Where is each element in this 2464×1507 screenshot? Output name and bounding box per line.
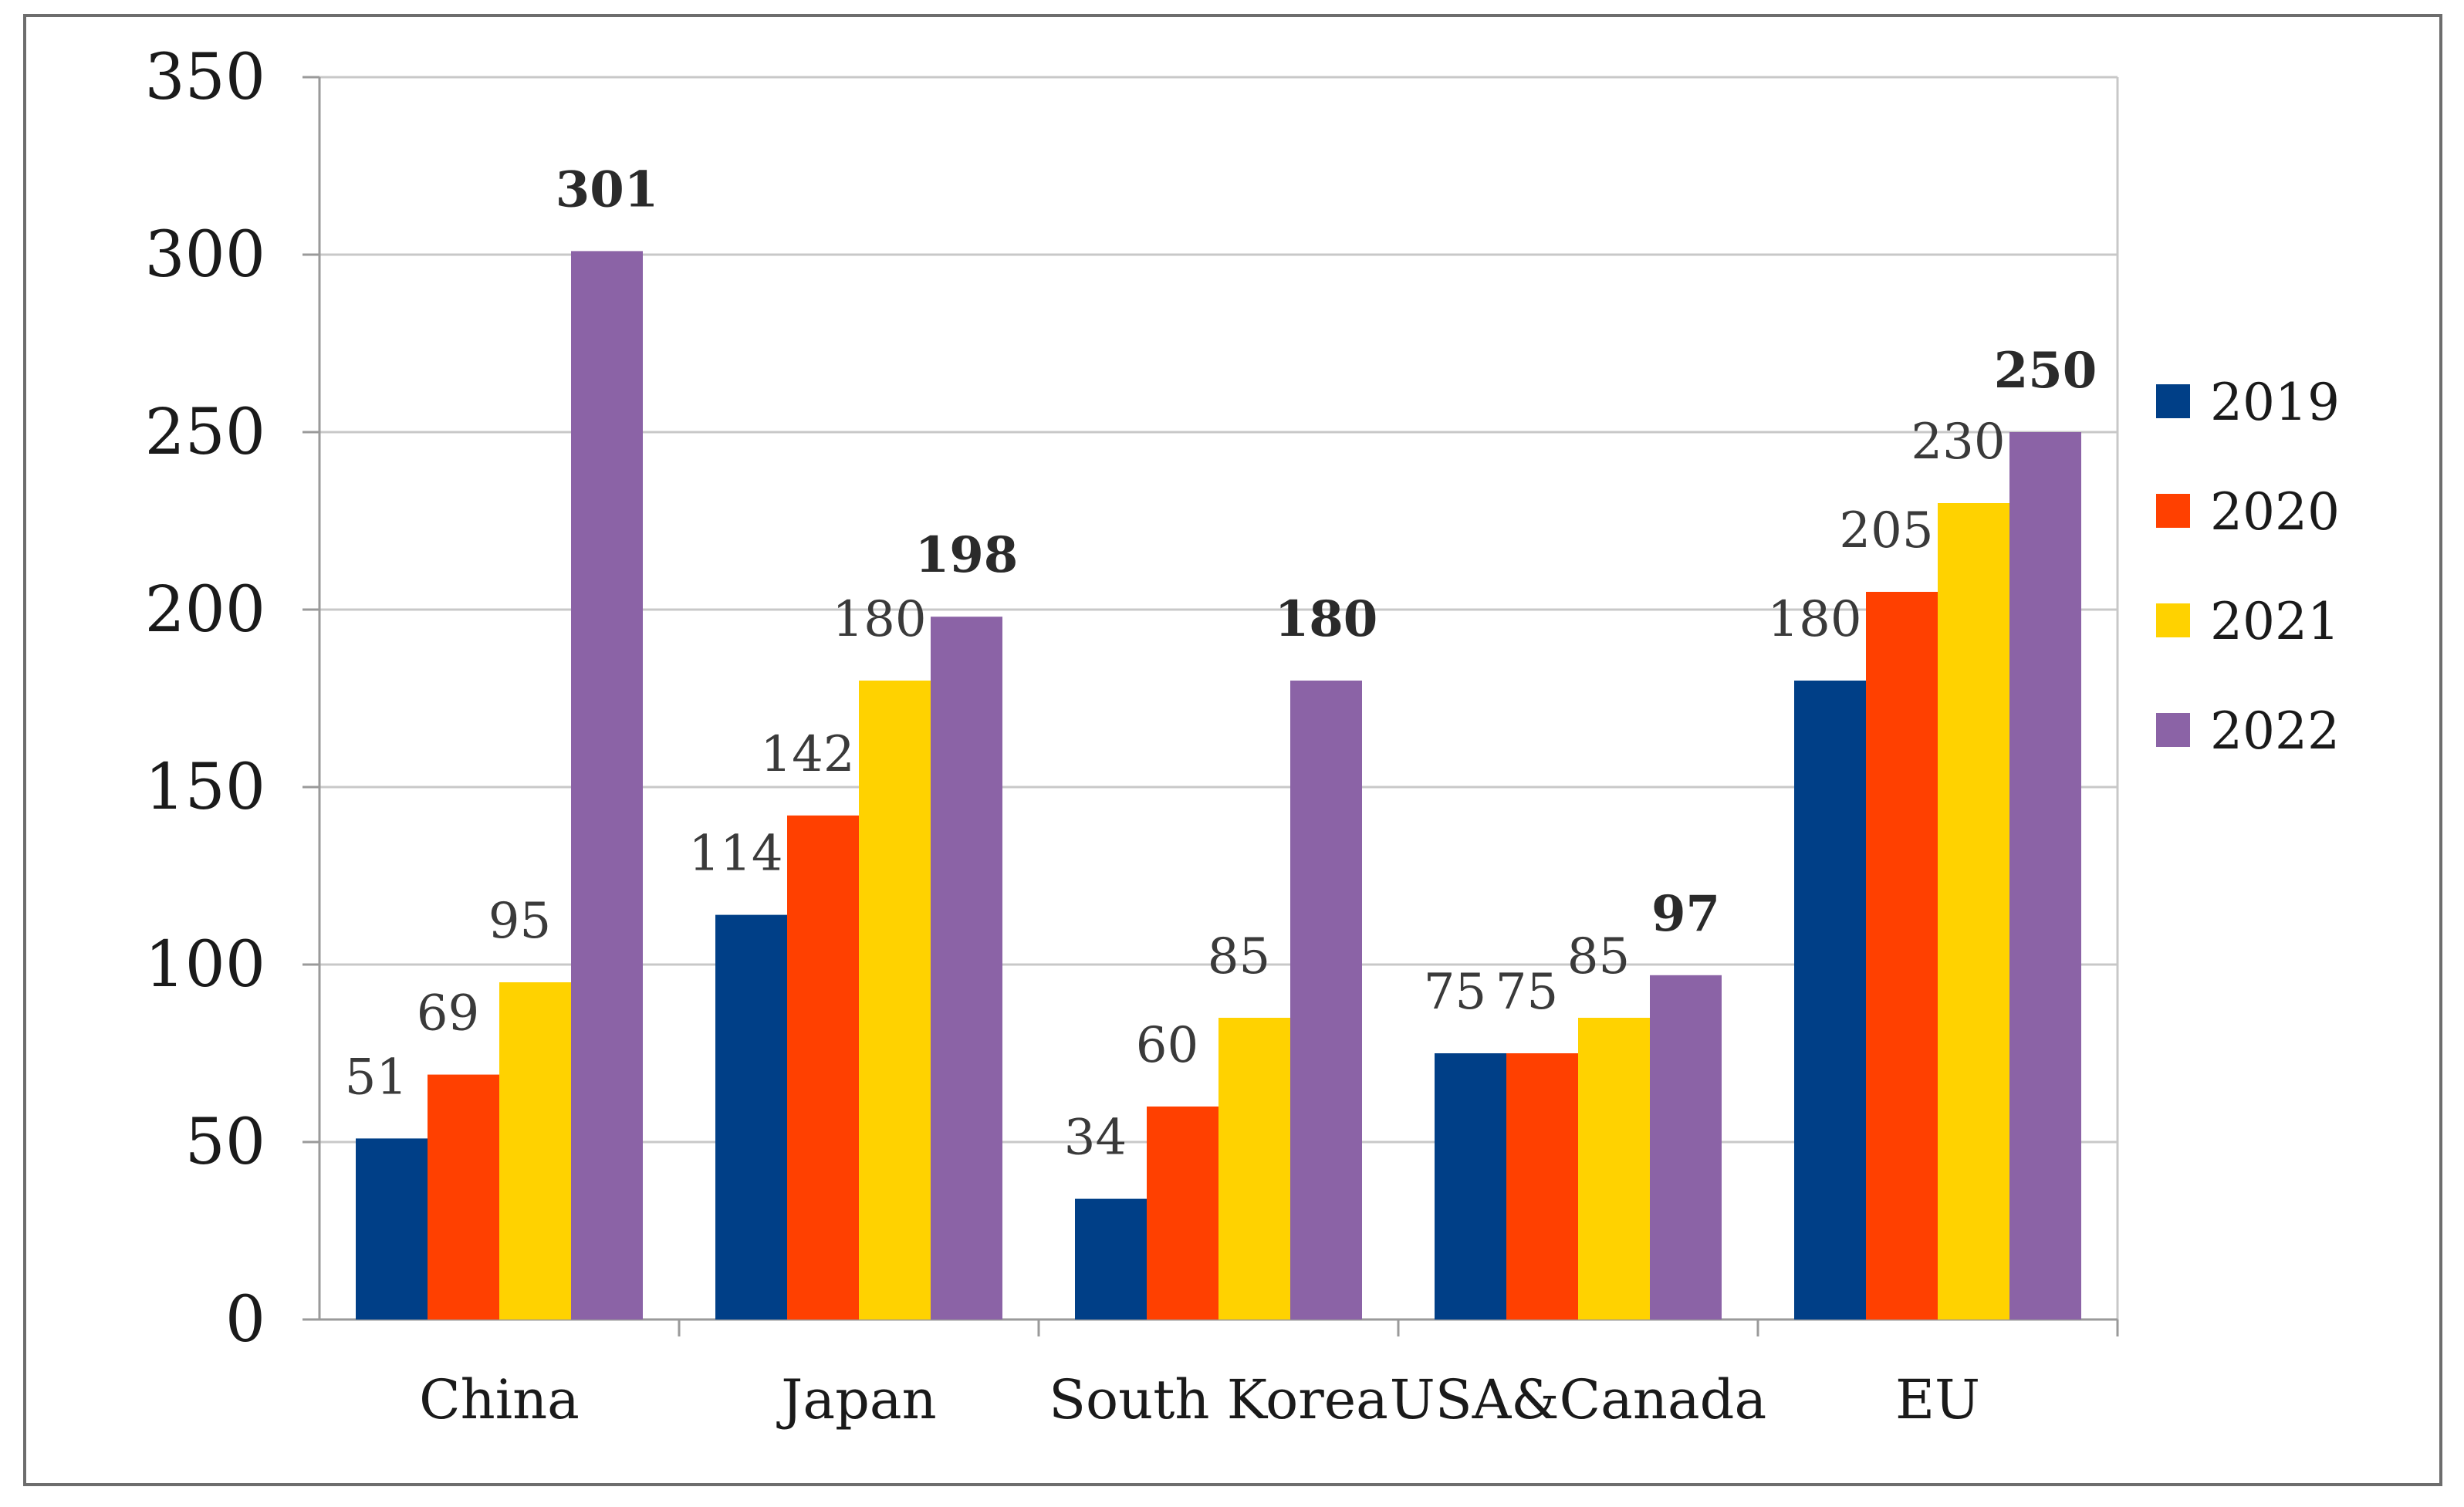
bar-2020 — [1506, 1053, 1578, 1319]
y-tick-label: 150 — [144, 751, 265, 824]
legend-swatch-2021 — [2156, 603, 2190, 637]
y-tick-label: 0 — [225, 1283, 265, 1357]
legend: 2019 2020 2021 2022 — [2156, 373, 2340, 761]
y-tick-label: 50 — [185, 1106, 265, 1179]
data-label: 301 — [556, 160, 659, 218]
legend-label: 2022 — [2210, 701, 2340, 761]
bar-2019 — [1075, 1198, 1147, 1319]
bar-2021 — [859, 681, 931, 1319]
y-tick-label: 300 — [144, 218, 265, 292]
bar-2022 — [571, 251, 643, 1319]
data-label: 75 — [1424, 964, 1486, 1021]
legend-swatch-2020 — [2156, 494, 2190, 528]
bar-2020 — [1147, 1107, 1218, 1319]
data-label: 95 — [488, 893, 551, 950]
data-label: 180 — [832, 591, 926, 648]
bar-2021 — [1218, 1018, 1290, 1319]
bar-2021 — [499, 982, 571, 1319]
data-label: 85 — [1567, 928, 1630, 985]
y-tick-label: 250 — [144, 396, 265, 469]
bar-2022 — [1290, 681, 1362, 1319]
data-label: 180 — [1767, 591, 1861, 648]
x-tick-label: Japan — [776, 1368, 936, 1431]
y-tick-label: 350 — [144, 41, 265, 114]
bar-chart: 0 50 100 150 200 250 300 350 China Japan South Kor… — [144, 41, 2340, 1431]
bar-2020 — [428, 1074, 499, 1319]
bar-2022 — [1650, 975, 1722, 1319]
bar-2022 — [2009, 432, 2081, 1319]
data-label: 85 — [1208, 928, 1270, 985]
legend-label: 2020 — [2210, 482, 2340, 542]
bar-2022 — [931, 617, 1002, 1319]
data-label: 114 — [688, 826, 782, 883]
data-label: 34 — [1064, 1110, 1127, 1167]
bar-2019 — [1794, 681, 1866, 1319]
legend-label: 2021 — [2210, 592, 2340, 651]
legend-swatch-2022 — [2156, 713, 2190, 747]
bar-2020 — [787, 815, 859, 1319]
legend-swatch-2019 — [2156, 384, 2190, 418]
bar-2021 — [1938, 503, 2009, 1319]
data-label: 180 — [1275, 590, 1378, 648]
data-label: 60 — [1136, 1017, 1198, 1074]
data-label: 142 — [760, 726, 854, 783]
data-label: 97 — [1651, 885, 1720, 943]
data-label: 205 — [1839, 502, 1933, 559]
data-label: 250 — [1994, 342, 2097, 400]
chart-frame: 0 50 100 150 200 250 300 350 China Japan South Kor… — [23, 14, 2442, 1486]
data-label: 69 — [417, 985, 479, 1042]
data-label: 75 — [1496, 964, 1558, 1021]
x-tick-label: EU — [1895, 1368, 1980, 1431]
x-tick-label: USA&Canada — [1390, 1368, 1766, 1431]
data-label: 198 — [915, 526, 1019, 584]
bar-2019 — [356, 1138, 428, 1319]
x-tick-label: China — [419, 1368, 580, 1431]
x-tick-label: South Korea — [1049, 1368, 1388, 1431]
bar-2019 — [715, 914, 787, 1319]
bar-2019 — [1435, 1053, 1506, 1319]
data-label: 230 — [1911, 414, 2005, 471]
legend-label: 2019 — [2210, 373, 2340, 432]
bar-2021 — [1578, 1018, 1650, 1319]
y-tick-label: 200 — [144, 573, 265, 647]
axes: 0 50 100 150 200 250 300 350 China Japan South Kor… — [144, 41, 2119, 1431]
data-label: 51 — [345, 1049, 407, 1106]
y-tick-label: 100 — [144, 928, 265, 1002]
bar-2020 — [1866, 592, 1938, 1319]
bars — [356, 251, 2081, 1319]
